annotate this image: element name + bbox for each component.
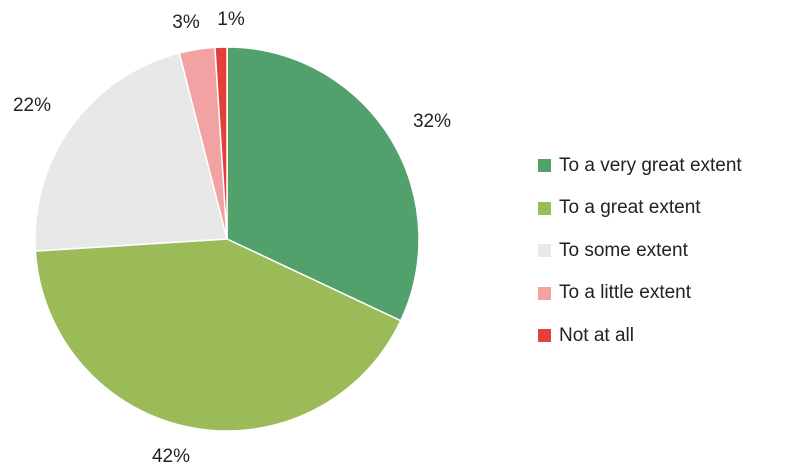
slice-label-little-extent: 3% <box>172 12 200 33</box>
legend-label-some-extent: To some extent <box>559 239 688 261</box>
slice-label-very-great-extent: 32% <box>413 111 451 132</box>
slice-label-great-extent: 42% <box>152 446 190 467</box>
legend-label-not-at-all: Not at all <box>559 324 634 346</box>
legend-swatch-not-at-all <box>538 329 551 342</box>
legend-item-little-extent: To a little extent <box>538 282 800 305</box>
legend-label-very-great-extent: To a very great extent <box>559 154 742 176</box>
pie-slice-great-extent <box>34 238 402 432</box>
legend-item-very-great-extent: To a very great extent <box>538 154 800 177</box>
legend-item-not-at-all: Not at all <box>538 324 800 347</box>
pie-slice-not-at-all <box>214 46 228 240</box>
legend-swatch-great-extent <box>538 201 551 215</box>
pie-slice-very-great-extent <box>226 46 420 322</box>
legend-item-great-extent: To a great extent <box>538 197 800 220</box>
legend-swatch-very-great-extent <box>538 159 551 172</box>
legend-swatch-some-extent <box>538 244 551 257</box>
legend-label-great-extent: To a great extent <box>559 197 701 218</box>
chart-legend: To a very great extent To a great extent… <box>538 154 800 367</box>
slice-label-some-extent: 22% <box>13 95 51 116</box>
legend-item-some-extent: To some extent <box>538 239 800 262</box>
legend-label-little-extent: To a little extent <box>559 282 692 303</box>
legend-swatch-little-extent <box>538 286 551 300</box>
slice-label-not-at-all: 1% <box>217 9 245 30</box>
pie-slice-some-extent <box>34 52 228 252</box>
